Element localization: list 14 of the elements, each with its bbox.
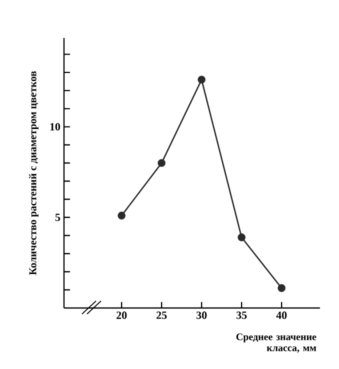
x-axis-title: Среднее значение класса, мм: [236, 334, 316, 353]
point: [198, 76, 206, 84]
x-tick-label: 40: [276, 312, 287, 319]
y-tick-label: 5: [55, 214, 60, 222]
x-tick-label: 35: [236, 312, 247, 319]
y-tick-label: 10: [50, 123, 60, 131]
point: [158, 159, 166, 167]
y-axis-title: Количество растений с диаметром цветков: [29, 71, 38, 275]
point: [238, 233, 246, 242]
x-tick-label: 20: [116, 312, 127, 319]
point: [278, 284, 286, 292]
point: [118, 212, 126, 220]
x-tick-label: 30: [196, 312, 207, 319]
x-tick-label: 25: [156, 312, 167, 319]
